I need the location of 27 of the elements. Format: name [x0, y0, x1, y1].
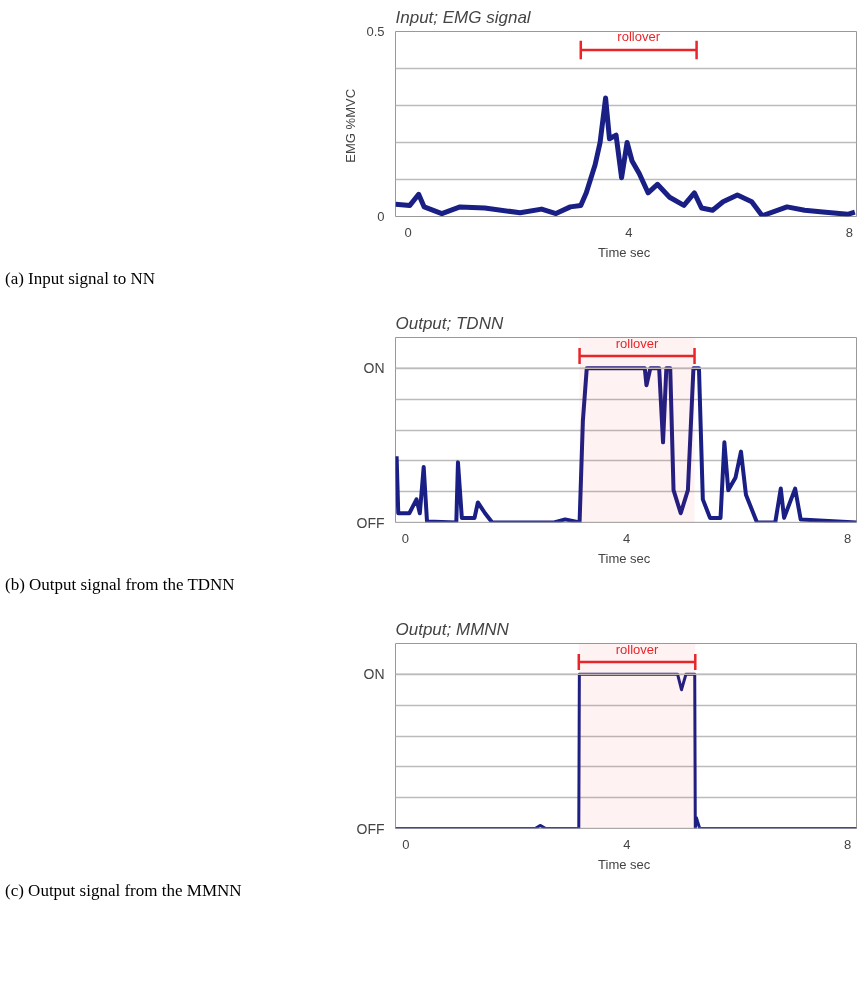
chart-title: Output; MMNN	[395, 619, 510, 639]
ref-line-label: ON	[363, 666, 385, 683]
chart-title: Output; TDNN	[395, 313, 504, 333]
x-tick-label: 0	[401, 530, 410, 546]
ref-line-label: OFF	[356, 514, 385, 531]
chart-title: Input; EMG signal	[395, 7, 532, 27]
text: (c) Output signal from the MMNN	[5, 880, 242, 902]
series-label: rollover	[617, 29, 661, 44]
x-tick-label: 8	[845, 224, 853, 240]
x-axis-title: Time sec	[598, 550, 651, 566]
x-axis-title: Time sec	[598, 244, 651, 260]
x-tick-label: 8	[844, 836, 852, 852]
x-tick-label: 4	[625, 224, 633, 240]
x-tick-label: 0	[402, 836, 410, 852]
x-axis-title: Time sec	[598, 856, 651, 872]
y-tick-label: 0.5	[366, 24, 385, 39]
text: (b) Output signal from the TDNN	[5, 574, 235, 596]
band-label: rollover	[615, 336, 660, 352]
ref-line-label: ON	[363, 360, 385, 377]
y-axis-title: EMG %MVC	[343, 88, 359, 163]
x-tick-label: 4	[623, 836, 631, 852]
band-label: rollover	[615, 642, 660, 658]
text: (a) Input signal to NN	[5, 268, 156, 290]
x-tick-label: 4	[622, 530, 631, 546]
x-tick-label: 8	[844, 530, 852, 546]
ref-line-label: OFF	[356, 820, 385, 837]
x-tick-label: 0	[404, 224, 412, 240]
